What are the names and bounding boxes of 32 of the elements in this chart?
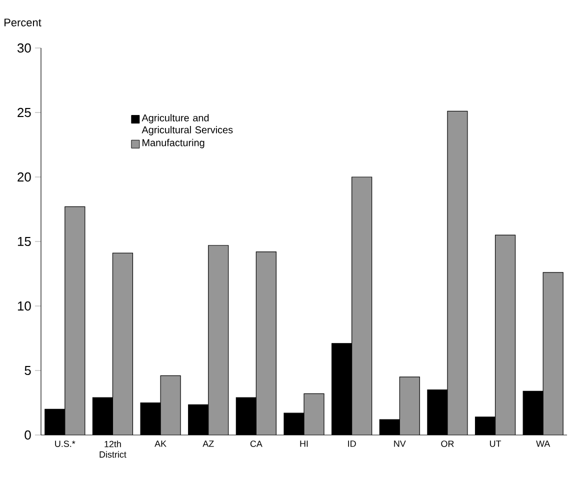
- legend-label: Agriculture and Agricultural Services: [142, 114, 233, 136]
- bar: [160, 376, 181, 435]
- y-axis-title: Percent: [4, 18, 42, 26]
- y-tick-label: 0: [24, 430, 31, 440]
- bar: [208, 245, 228, 435]
- y-tick-label: 5: [24, 366, 31, 376]
- bar: [542, 272, 564, 435]
- bar: [256, 252, 276, 435]
- x-tick-label: HI: [300, 440, 308, 447]
- bar: [352, 177, 372, 435]
- legend-label: Manufacturing: [142, 138, 204, 148]
- x-tick-label: OR: [441, 440, 454, 447]
- bar: [304, 394, 324, 435]
- x-tick-label: UT: [490, 440, 502, 447]
- bar: [447, 111, 468, 435]
- y-tick-label: 30: [17, 43, 31, 53]
- y-tick-label: 20: [18, 172, 31, 182]
- bar: [112, 253, 133, 435]
- bar: [400, 376, 420, 435]
- x-tick-label: CA: [250, 440, 262, 447]
- x-tick-label: AK: [154, 440, 166, 447]
- x-tick-label: WA: [536, 440, 550, 447]
- y-tick-label: 10: [18, 301, 31, 311]
- x-tick-label: 12th District: [100, 440, 126, 458]
- x-tick-label: U.S.*: [55, 440, 76, 447]
- y-tick-label: 15: [18, 236, 31, 246]
- y-tick-label: 25: [18, 108, 31, 118]
- x-tick-label: NV: [394, 440, 406, 447]
- x-tick-label: ID: [348, 440, 356, 447]
- bar: [64, 206, 85, 435]
- bar: [495, 235, 516, 435]
- x-tick-label: AZ: [202, 440, 214, 447]
